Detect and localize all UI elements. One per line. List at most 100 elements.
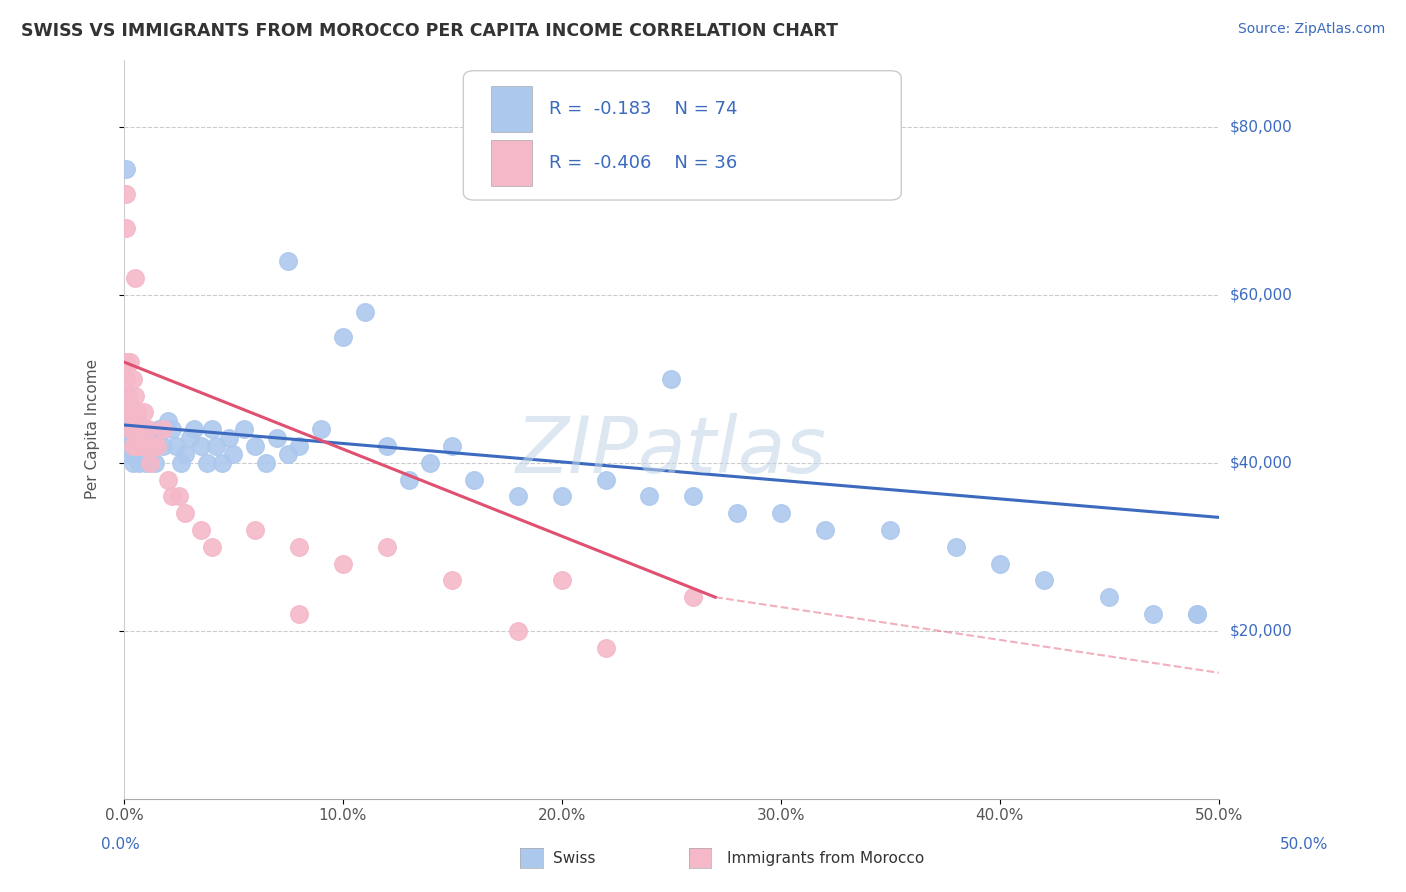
Text: Source: ZipAtlas.com: Source: ZipAtlas.com (1237, 22, 1385, 37)
Point (288, 540, 311, 554)
Point (332, 557, 354, 571)
Point (200, 540, 222, 554)
Point (136, 422, 159, 436)
Point (222, 447, 245, 461)
Text: $40,000: $40,000 (1230, 455, 1292, 470)
Point (121, 405, 143, 419)
Point (145, 431, 167, 445)
Text: R =  -0.183    N = 74: R = -0.183 N = 74 (548, 100, 737, 118)
Point (128, 422, 150, 436)
Point (179, 431, 201, 445)
Point (124, 388, 146, 402)
Point (120, 397, 142, 411)
Point (277, 447, 299, 461)
Point (167, 489, 190, 503)
Point (128, 456, 150, 470)
Point (143, 456, 166, 470)
Point (183, 422, 205, 436)
Point (115, 161, 138, 176)
Point (117, 431, 139, 445)
Point (121, 422, 143, 436)
Point (124, 447, 146, 461)
Point (135, 422, 157, 436)
Bar (491, 140, 533, 186)
Point (132, 439, 155, 453)
Point (125, 439, 148, 453)
Point (121, 456, 143, 470)
Y-axis label: Per Capita Income: Per Capita Income (86, 359, 100, 500)
Text: R =  -0.406    N = 36: R = -0.406 N = 36 (548, 154, 737, 172)
Point (117, 405, 139, 419)
Point (120, 431, 142, 445)
Point (135, 439, 157, 453)
Point (506, 624, 529, 638)
Point (135, 456, 157, 470)
Point (988, 557, 1011, 571)
Point (879, 523, 901, 537)
Point (124, 422, 146, 436)
Point (1142, 607, 1164, 621)
Point (117, 388, 139, 402)
Point (124, 405, 146, 419)
Text: Swiss: Swiss (553, 852, 595, 866)
Point (131, 431, 153, 445)
Text: ZIPatlas: ZIPatlas (516, 413, 827, 490)
Point (1185, 607, 1208, 621)
Point (682, 590, 704, 604)
Point (1098, 590, 1121, 604)
Point (506, 489, 529, 503)
Point (124, 271, 146, 285)
Text: $60,000: $60,000 (1230, 287, 1292, 302)
Point (120, 422, 142, 436)
Point (121, 439, 143, 453)
Point (121, 372, 143, 386)
Point (141, 439, 163, 453)
Point (152, 422, 174, 436)
Point (398, 473, 420, 487)
Point (128, 422, 150, 436)
Point (288, 439, 311, 453)
Point (115, 355, 138, 369)
Point (288, 607, 311, 621)
Point (309, 422, 332, 436)
Point (131, 439, 153, 453)
Point (120, 355, 142, 369)
FancyBboxPatch shape (464, 70, 901, 200)
Point (148, 422, 170, 436)
Point (659, 372, 682, 386)
Text: $20,000: $20,000 (1230, 624, 1292, 639)
Point (136, 431, 159, 445)
Point (441, 574, 464, 588)
Point (174, 447, 197, 461)
Point (254, 456, 277, 470)
Point (205, 439, 228, 453)
Point (595, 640, 617, 655)
Point (682, 489, 704, 503)
Point (1185, 607, 1208, 621)
Point (115, 220, 138, 235)
Point (160, 489, 183, 503)
Point (551, 574, 574, 588)
Point (200, 422, 222, 436)
Point (115, 422, 138, 436)
Point (725, 506, 748, 520)
Point (141, 439, 163, 453)
Point (638, 489, 661, 503)
Point (332, 330, 354, 344)
Point (139, 447, 162, 461)
Point (190, 523, 212, 537)
Bar (491, 87, 533, 132)
Point (218, 431, 240, 445)
Point (117, 388, 139, 402)
Point (132, 405, 155, 419)
Point (120, 414, 142, 428)
Point (125, 414, 148, 428)
Point (419, 456, 441, 470)
Point (124, 431, 146, 445)
Point (245, 523, 267, 537)
Point (195, 456, 218, 470)
Point (190, 439, 212, 453)
Text: 50.0%: 50.0% (1281, 838, 1329, 852)
Point (131, 447, 153, 461)
Point (115, 186, 138, 201)
